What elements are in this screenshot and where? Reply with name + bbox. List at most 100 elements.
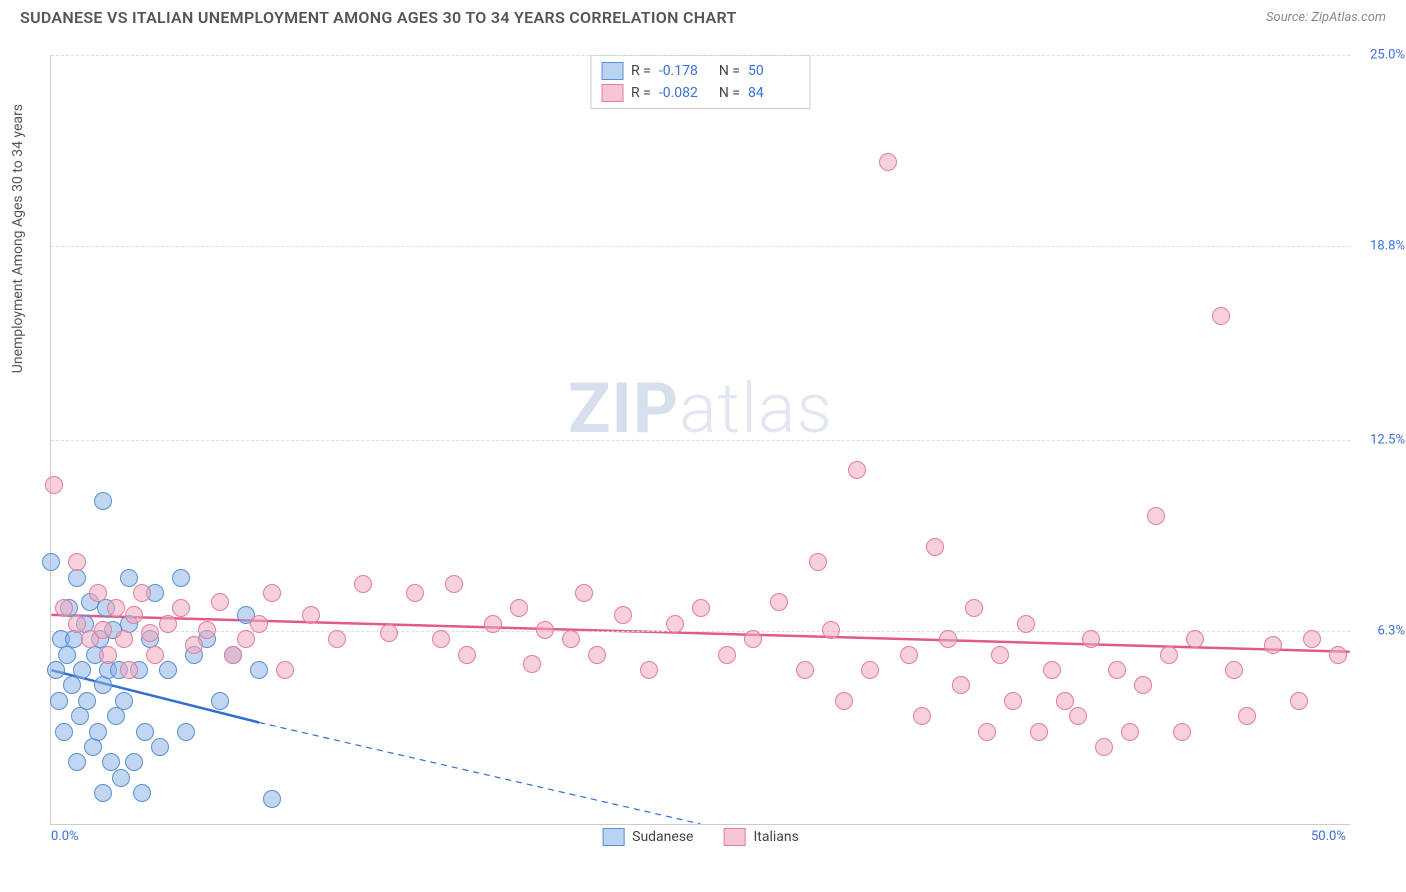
data-point	[94, 621, 112, 639]
data-point	[328, 630, 346, 648]
data-point	[1134, 676, 1152, 694]
data-point	[107, 707, 125, 725]
data-point	[115, 630, 133, 648]
data-point	[484, 615, 502, 633]
data-point	[120, 569, 138, 587]
data-point	[263, 790, 281, 808]
data-point	[1030, 723, 1048, 741]
r-label: R =	[631, 85, 651, 101]
data-point	[1082, 630, 1100, 648]
data-point	[1108, 661, 1126, 679]
data-point	[177, 723, 195, 741]
data-point	[1238, 707, 1256, 725]
data-point	[42, 553, 60, 571]
chart-header: SUDANESE VS ITALIAN UNEMPLOYMENT AMONG A…	[0, 0, 1406, 31]
data-point	[276, 661, 294, 679]
data-point	[406, 584, 424, 602]
data-point	[151, 738, 169, 756]
data-point	[58, 646, 76, 664]
data-point	[640, 661, 658, 679]
data-point	[692, 599, 710, 617]
data-point	[224, 646, 242, 664]
data-point	[1160, 646, 1178, 664]
data-point	[523, 655, 541, 673]
data-point	[47, 661, 65, 679]
data-point	[94, 784, 112, 802]
data-point	[1329, 646, 1347, 664]
r-value: -0.082	[659, 85, 711, 101]
data-point	[575, 584, 593, 602]
data-point	[159, 661, 177, 679]
r-value: -0.178	[659, 63, 711, 79]
y-tick-label: 12.5%	[1370, 433, 1405, 448]
data-point	[1056, 692, 1074, 710]
data-point	[614, 606, 632, 624]
legend-item: Italians	[723, 828, 798, 846]
data-point	[1225, 661, 1243, 679]
data-point	[55, 723, 73, 741]
data-point	[926, 538, 944, 556]
data-point	[263, 584, 281, 602]
data-point	[237, 630, 255, 648]
data-point	[861, 661, 879, 679]
x-tick-label: 0.0%	[51, 829, 79, 844]
data-point	[666, 615, 684, 633]
data-point	[94, 492, 112, 510]
data-point	[120, 661, 138, 679]
legend-swatch	[601, 84, 623, 102]
stats-legend-box: R = -0.178 N = 50 R = -0.082 N = 84	[590, 55, 811, 109]
data-point	[99, 646, 117, 664]
data-point	[125, 753, 143, 771]
data-point	[107, 599, 125, 617]
scatter-chart: ZIPatlas R =-0.178N =50R =-0.082N =84 Su…	[50, 55, 1350, 825]
grid-line	[51, 440, 1350, 441]
data-point	[380, 624, 398, 642]
data-point	[250, 615, 268, 633]
data-point	[68, 615, 86, 633]
data-point	[1043, 661, 1061, 679]
data-point	[952, 676, 970, 694]
data-point	[68, 569, 86, 587]
n-label: N =	[719, 85, 740, 101]
data-point	[1173, 723, 1191, 741]
data-point	[112, 769, 130, 787]
legend-label: Sudanese	[632, 829, 693, 845]
data-point	[73, 661, 91, 679]
series-legend: Sudanese Italians	[602, 828, 799, 846]
data-point	[159, 615, 177, 633]
data-point	[822, 621, 840, 639]
data-point	[354, 575, 372, 593]
data-point	[55, 599, 73, 617]
legend-swatch	[723, 828, 745, 846]
stats-row: R =-0.178N =50	[601, 60, 800, 82]
y-tick-label: 25.0%	[1370, 48, 1405, 63]
data-point	[879, 153, 897, 171]
data-point	[939, 630, 957, 648]
data-point	[536, 621, 554, 639]
data-point	[1264, 636, 1282, 654]
r-label: R =	[631, 63, 651, 79]
legend-swatch	[601, 62, 623, 80]
data-point	[1303, 630, 1321, 648]
data-point	[432, 630, 450, 648]
data-point	[445, 575, 463, 593]
data-point	[45, 476, 63, 494]
chart-source: Source: ZipAtlas.com	[1266, 10, 1386, 25]
data-point	[302, 606, 320, 624]
data-point	[89, 723, 107, 741]
data-point	[250, 661, 268, 679]
data-point	[198, 621, 216, 639]
n-value: 50	[748, 63, 800, 79]
data-point	[89, 584, 107, 602]
data-point	[78, 692, 96, 710]
data-point	[1121, 723, 1139, 741]
data-point	[211, 593, 229, 611]
stats-row: R = -0.082 N = 84	[601, 82, 800, 104]
data-point	[1017, 615, 1035, 633]
n-value: 84	[748, 85, 800, 101]
data-point	[835, 692, 853, 710]
y-axis-title: Unemployment Among Ages 30 to 34 years	[10, 104, 26, 373]
data-point	[965, 599, 983, 617]
data-point	[71, 707, 89, 725]
data-point	[185, 636, 203, 654]
